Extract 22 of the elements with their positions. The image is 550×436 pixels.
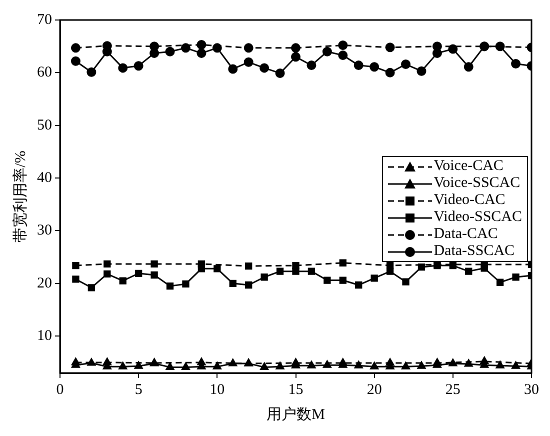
y-tick-label: 70 <box>37 12 52 28</box>
x-axis-title: 用户数M <box>266 406 325 423</box>
y-tick-label: 20 <box>37 275 52 292</box>
legend-label: Voice-SSCAC <box>434 175 520 192</box>
y-tick-label: 10 <box>37 328 52 344</box>
y-tick-label: 40 <box>37 170 52 186</box>
x-tick-label: 20 <box>366 382 382 398</box>
x-tick-label: 10 <box>210 382 225 398</box>
y-tick-label: 50 <box>37 117 52 134</box>
y-tick-label: 30 <box>37 222 52 239</box>
x-tick-label: 30 <box>524 382 539 398</box>
x-tick-label: 15 <box>288 382 304 398</box>
y-tick-label: 60 <box>37 64 52 81</box>
x-tick-label: 5 <box>134 382 142 398</box>
x-tick-label: 0 <box>56 382 64 398</box>
legend-label: Data-SSCAC <box>434 243 515 260</box>
legend-label: Data-CAC <box>434 226 498 243</box>
y-axis-title: 带宽利用率/% <box>12 150 29 242</box>
legend-label: Video-CAC <box>434 192 506 209</box>
x-tick-label: 25 <box>445 382 460 398</box>
legend-label: Voice-CAC <box>434 158 504 175</box>
legend-label: Video-SSCAC <box>434 209 522 226</box>
